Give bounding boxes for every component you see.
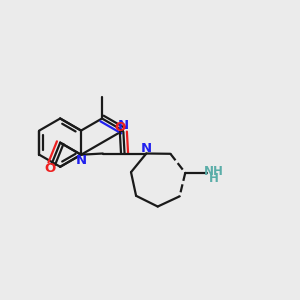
Text: N: N [117,119,128,132]
Text: NH: NH [203,165,224,178]
Text: H: H [208,172,218,185]
Text: O: O [45,162,56,176]
Text: O: O [114,121,125,134]
Text: N: N [76,154,87,166]
Text: N: N [141,142,152,155]
